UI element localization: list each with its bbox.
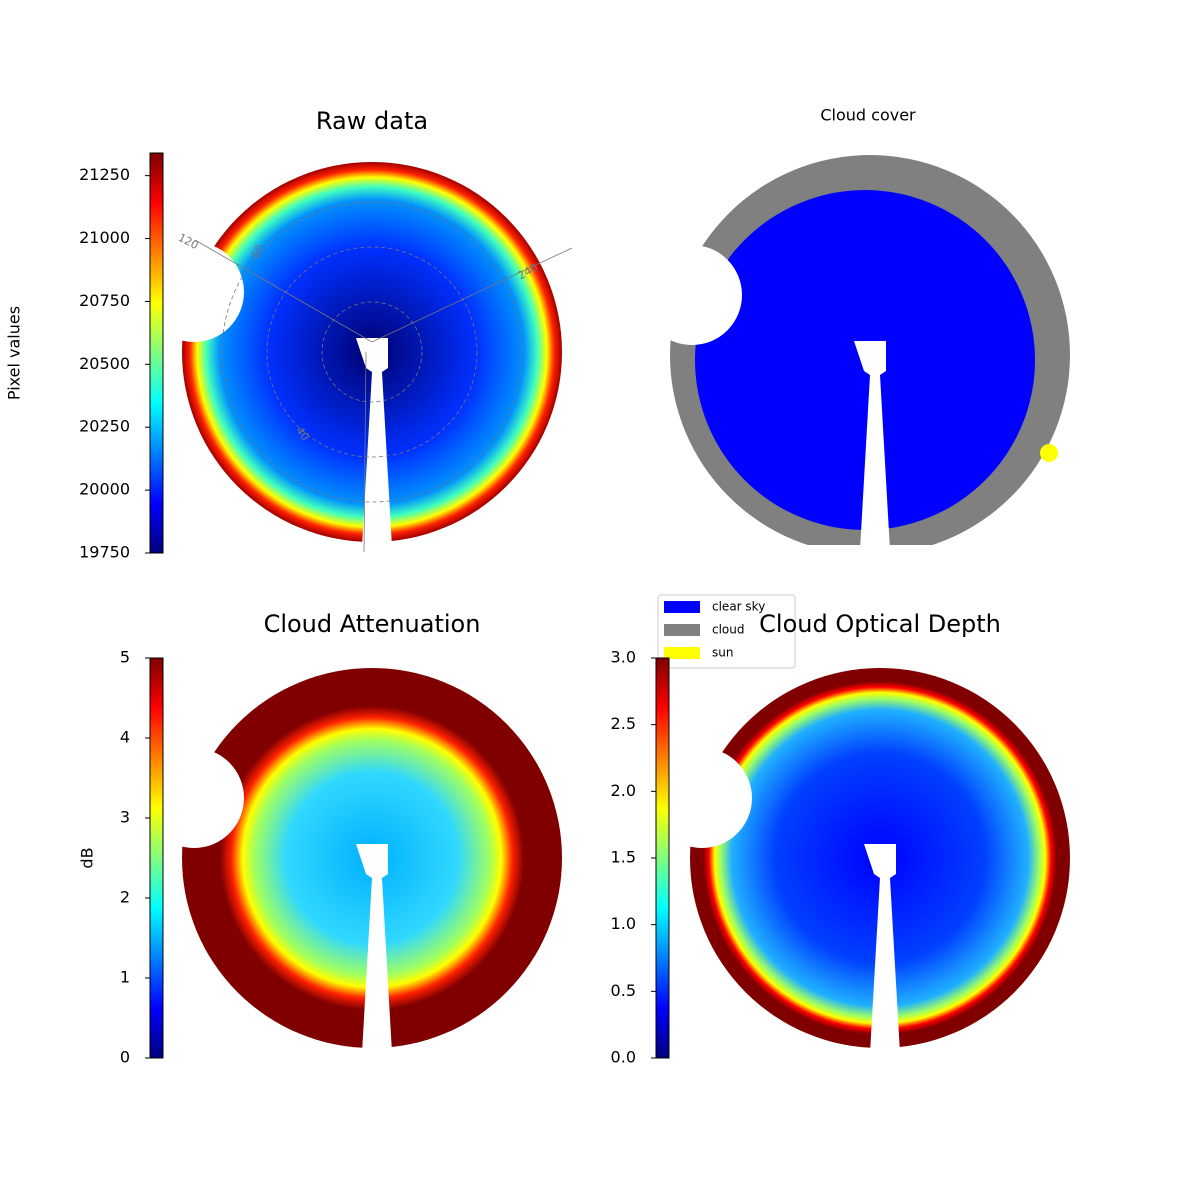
colorbar (149, 657, 164, 1059)
colorbar-tick-label: 20750 (79, 291, 130, 310)
colorbar-tick-label: 3.0 (611, 648, 636, 667)
colorbar-tick-label: 1.5 (611, 848, 636, 867)
colorbar-tick-label: 0.0 (611, 1048, 636, 1067)
colorbar-tick-label: 21000 (79, 228, 130, 247)
polar-axis (194, 239, 373, 343)
polar-grid (266, 246, 478, 458)
colorbar-tick-label: 1 (120, 968, 130, 987)
panel-title: Cloud cover (820, 106, 916, 125)
mask-bottom (172, 542, 572, 562)
mask-stem (356, 338, 392, 547)
colorbar-tick-label: 3 (120, 808, 130, 827)
colorbar-tick-label: 19750 (79, 543, 130, 562)
colorbar-tick-label: 21250 (79, 165, 130, 184)
colorbar (655, 657, 670, 1059)
colorbar-tick-label: 0 (120, 1048, 130, 1067)
colorbar-tick-label: 2.5 (611, 714, 636, 733)
mask-notch (144, 748, 244, 848)
mask-notch (642, 245, 742, 345)
mask-bottom (670, 545, 1070, 565)
colorbar-label: dB (78, 847, 97, 868)
legend-swatch (664, 647, 700, 659)
colorbar (149, 152, 164, 554)
colorbar-tick-label: 0.5 (611, 981, 636, 1000)
colorbar-label: Pixel values (5, 306, 24, 400)
panel-title: Cloud Attenuation (264, 610, 481, 638)
mask-notch (144, 242, 244, 342)
panel-title: Cloud Optical Depth (759, 610, 1001, 638)
colorbar-tick-label: 2 (120, 888, 130, 907)
colorbar-tick-label: 4 (120, 728, 130, 747)
polar-grid (221, 201, 523, 503)
mask-bottom (172, 1048, 572, 1068)
polar-axis (363, 351, 367, 553)
mask-stem (864, 844, 900, 1053)
legend-label: clear sky (712, 600, 765, 614)
legend-swatch (664, 601, 700, 613)
legend-label: cloud (712, 623, 745, 637)
mask-stem (356, 844, 392, 1053)
legend-swatch (664, 624, 700, 636)
polar-grid (321, 301, 423, 403)
mask-notch (652, 748, 752, 848)
colorbar-tick-label: 20500 (79, 354, 130, 373)
polar-label: 60 (248, 242, 266, 261)
colorbar-tick-label: 2.0 (611, 781, 636, 800)
colorbar-tick-label: 1.0 (611, 914, 636, 933)
mask-bottom (680, 1048, 1080, 1068)
legend-label: sun (712, 646, 733, 660)
sun-marker (1040, 444, 1058, 462)
mask-stem (854, 341, 890, 550)
panel-title: Raw data (316, 107, 428, 135)
polar-axis (371, 247, 573, 343)
colorbar-tick-label: 5 (120, 648, 130, 667)
colorbar-tick-label: 20250 (79, 417, 130, 436)
colorbar-tick-label: 20000 (79, 480, 130, 499)
